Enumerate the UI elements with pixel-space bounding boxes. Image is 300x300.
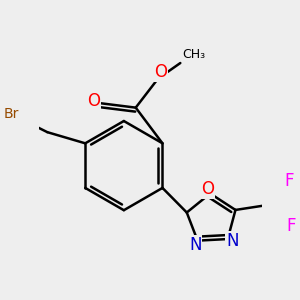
Text: F: F bbox=[284, 172, 294, 190]
Text: O: O bbox=[87, 92, 100, 110]
Text: O: O bbox=[154, 63, 167, 81]
Text: N: N bbox=[226, 232, 239, 250]
Text: CH₃: CH₃ bbox=[182, 48, 206, 61]
Text: F: F bbox=[286, 217, 296, 235]
Text: Br: Br bbox=[4, 107, 19, 121]
Text: O: O bbox=[202, 180, 214, 198]
Text: N: N bbox=[189, 236, 202, 254]
